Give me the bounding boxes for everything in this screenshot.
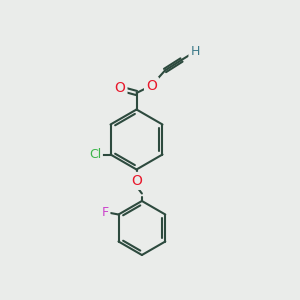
Text: O: O [115,82,125,95]
Text: Cl: Cl [89,148,101,161]
Text: O: O [131,174,142,188]
Text: O: O [146,79,157,92]
Text: H: H [190,45,200,58]
Text: F: F [101,206,109,220]
